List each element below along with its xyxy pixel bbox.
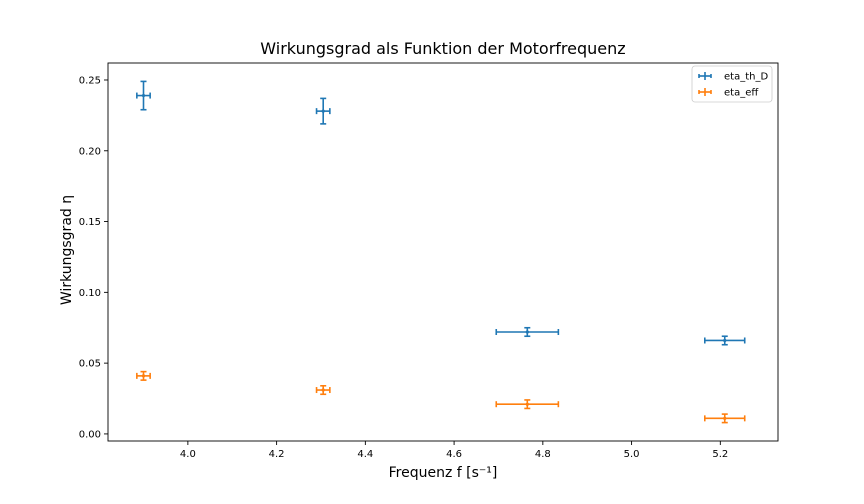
- data-point-eta_eff-1: [315, 384, 331, 396]
- plot-area: [136, 80, 746, 424]
- x-axis-label: Frequenz f [s⁻¹]: [389, 465, 498, 481]
- x-tick-label: 4.2: [269, 449, 285, 460]
- legend-label: eta_eff: [724, 88, 759, 99]
- data-point-eta_th_D-3: [703, 335, 746, 346]
- data-point-eta_th_D-2: [495, 326, 560, 338]
- axes: 4.0 4.2 4.4 4.6 4.8 5.0 5.2 0.00 0.05 0.10 0.15 0.2…: [79, 62, 779, 460]
- data-point-eta_eff-3: [703, 413, 746, 424]
- legend-box: [691, 65, 773, 103]
- y-tick-label: 0.05: [79, 359, 101, 370]
- y-tick-label: 0.10: [79, 288, 101, 299]
- legend: eta_th_D eta_eff: [691, 65, 773, 103]
- legend-label: eta_th_D: [724, 72, 768, 83]
- data-marker: [723, 416, 727, 420]
- data-point-eta_th_D-0: [136, 80, 151, 111]
- data-marker: [141, 374, 146, 378]
- y-tick-label: 0.20: [79, 146, 101, 157]
- x-tick-label: 4.6: [446, 449, 462, 460]
- chart-title: Wirkungsgrad als Funktion der Motorfrequ…: [260, 39, 625, 58]
- data-marker: [321, 109, 325, 113]
- x-tick-label: 5.0: [624, 449, 640, 460]
- x-tick-label: 4.8: [535, 449, 551, 460]
- y-tick-label: 0.25: [79, 75, 101, 86]
- y-tick-label: 0.00: [79, 429, 101, 440]
- y-axis-label: Wirkungsgrad η: [59, 195, 75, 305]
- data-point-eta_th_D-1: [315, 97, 331, 125]
- data-marker: [525, 330, 529, 334]
- data-point-eta_eff-2: [495, 399, 560, 410]
- x-tick-label: 4.0: [180, 449, 196, 460]
- x-tick-label: 5.2: [712, 449, 728, 460]
- data-marker: [723, 338, 727, 343]
- axes-frame: [107, 62, 779, 442]
- x-tick-label: 4.4: [357, 449, 373, 460]
- data-point-eta_eff-0: [136, 370, 151, 381]
- legend-entry-eta_th_D: eta_th_D: [698, 72, 768, 83]
- legend-entry-eta_eff: eta_eff: [698, 88, 759, 99]
- data-marker: [525, 402, 529, 406]
- data-marker: [141, 93, 146, 98]
- data-marker: [321, 388, 325, 392]
- y-tick-label: 0.15: [79, 217, 101, 228]
